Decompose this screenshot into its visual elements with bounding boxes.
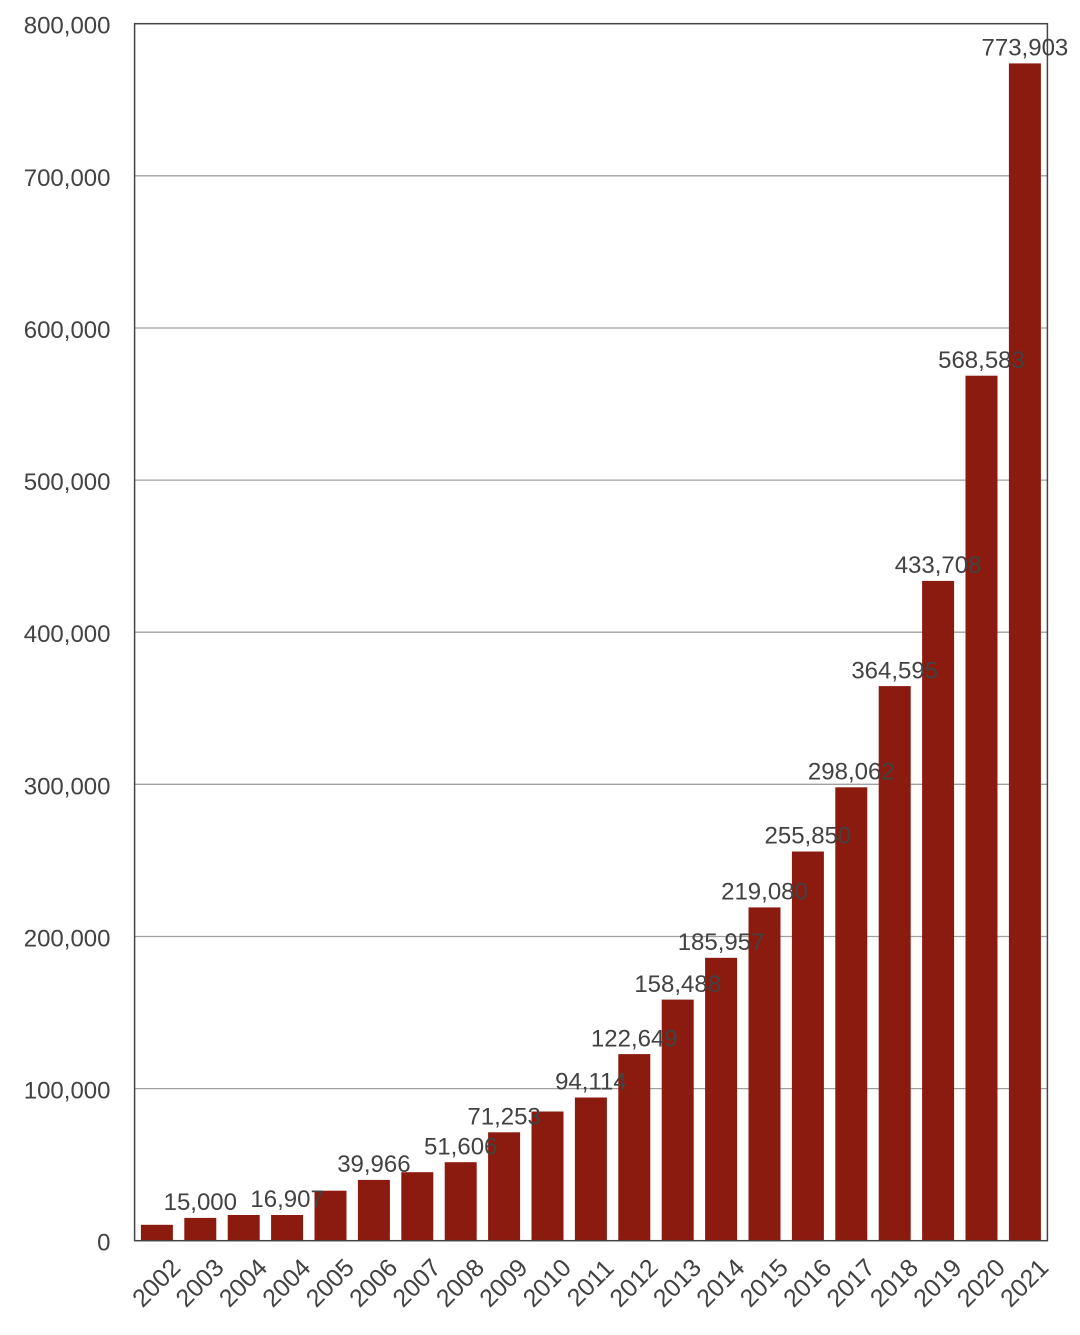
svg-text:500,000: 500,000 xyxy=(24,469,111,496)
svg-text:39,966: 39,966 xyxy=(337,1151,410,1178)
svg-text:364,595: 364,595 xyxy=(851,657,938,684)
svg-text:219,080: 219,080 xyxy=(721,879,808,906)
svg-text:16,907: 16,907 xyxy=(250,1186,323,1213)
svg-text:0: 0 xyxy=(97,1230,110,1257)
svg-text:122,649: 122,649 xyxy=(591,1025,678,1052)
svg-text:71,253: 71,253 xyxy=(467,1104,540,1131)
svg-text:200,000: 200,000 xyxy=(24,926,111,953)
svg-text:51,606: 51,606 xyxy=(424,1133,497,1160)
svg-text:600,000: 600,000 xyxy=(24,317,111,344)
svg-text:185,957: 185,957 xyxy=(678,929,765,956)
svg-text:300,000: 300,000 xyxy=(24,773,111,800)
svg-text:255,850: 255,850 xyxy=(765,823,852,850)
svg-text:298,062: 298,062 xyxy=(808,759,895,786)
svg-text:94,114: 94,114 xyxy=(555,1069,627,1096)
svg-text:400,000: 400,000 xyxy=(24,621,111,648)
svg-text:800,000: 800,000 xyxy=(24,13,111,40)
svg-text:568,583: 568,583 xyxy=(938,347,1025,374)
svg-text:100,000: 100,000 xyxy=(24,1078,111,1105)
svg-text:773,903: 773,903 xyxy=(982,35,1069,62)
svg-text:15,000: 15,000 xyxy=(164,1189,237,1216)
svg-text:158,488: 158,488 xyxy=(634,971,721,998)
svg-text:433,708: 433,708 xyxy=(895,552,982,579)
svg-text:700,000: 700,000 xyxy=(24,165,111,192)
